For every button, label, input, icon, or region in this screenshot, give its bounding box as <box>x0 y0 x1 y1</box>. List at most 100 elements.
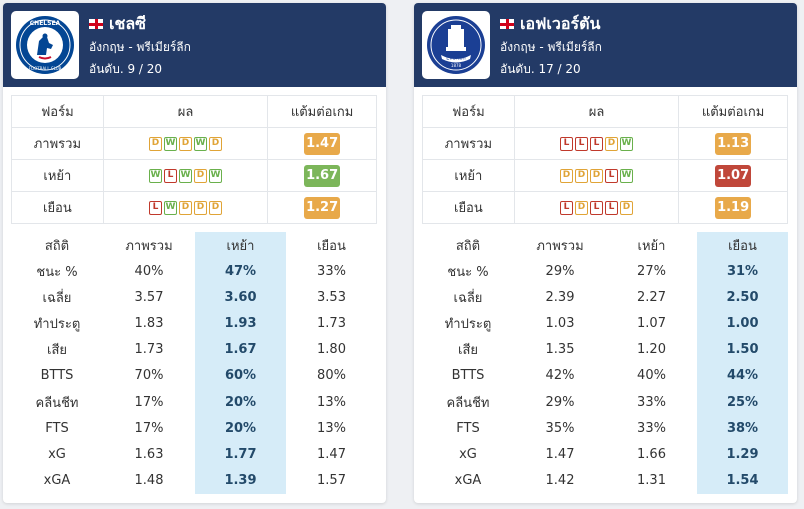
result-badge[interactable]: W <box>620 136 633 151</box>
team-name[interactable]: เอฟเวอร์ตัน <box>500 13 602 35</box>
stat-value: 1.50 <box>697 336 788 363</box>
stat-value: 27% <box>637 263 666 279</box>
result-badge[interactable]: L <box>590 200 603 215</box>
result-badge[interactable]: W <box>620 168 633 183</box>
team-rank: อันดับ. 17 / 20 <box>500 62 581 76</box>
stat-value: 60% <box>195 362 286 389</box>
stats-header-cell: เยือน <box>317 238 346 254</box>
form-table: ฟอร์ม ผล แต้มต่อเกม ภาพรวม L L L D W 1.13 เหย้า D D D… <box>422 95 788 224</box>
result-badge[interactable]: W <box>149 168 162 183</box>
svg-text:1878: 1878 <box>451 63 462 68</box>
england-flag-icon <box>89 19 103 29</box>
result-badge[interactable]: L <box>575 136 588 151</box>
result-badge[interactable]: D <box>179 136 192 151</box>
result-badge[interactable]: L <box>164 168 177 183</box>
stat-value: 1.00 <box>697 310 788 337</box>
stat-value: 1.39 <box>195 467 286 494</box>
result-badge[interactable]: W <box>209 168 222 183</box>
stats-row: เฉลี่ย 2.39 2.27 2.50 <box>422 284 788 311</box>
stat-value: 70% <box>134 368 164 384</box>
result-badge[interactable]: W <box>164 200 177 215</box>
form-row: เหย้า D D D L W 1.07 <box>422 159 788 192</box>
result-badge[interactable]: D <box>560 168 573 183</box>
stats-header-row: สถิติ ภาพรวม เหย้า เยือน <box>422 232 788 258</box>
form-row-label: เหย้า <box>422 159 515 192</box>
stat-value: 1.35 <box>545 342 575 358</box>
stat-value: 1.54 <box>697 467 788 494</box>
stat-label: ชนะ % <box>36 264 78 280</box>
stat-value: 47% <box>195 258 286 285</box>
stat-label: ทำประตู <box>444 316 492 332</box>
form-row: ภาพรวม L L L D W 1.13 <box>422 127 788 160</box>
stat-value: 31% <box>697 258 788 285</box>
result-badge[interactable]: L <box>560 136 573 151</box>
stat-value: 33% <box>637 394 666 410</box>
ppg-cell: 1.13 <box>678 127 788 160</box>
form-header-cell: แต้มต่อเกม <box>678 95 788 128</box>
result-badge[interactable]: W <box>179 168 192 183</box>
result-badge[interactable]: L <box>149 200 162 215</box>
stats-row: เฉลี่ย 3.57 3.60 3.53 <box>11 284 377 311</box>
stats-table: สถิติ ภาพรวม เหย้า เยือน ชนะ % 29% 27% 31% เฉลี่… <box>422 232 788 494</box>
stats-header-cell: เหย้า <box>637 238 666 254</box>
result-badge[interactable]: L <box>605 168 618 183</box>
form-row-label: ภาพรวม <box>422 127 515 160</box>
team-rank: อันดับ. 9 / 20 <box>89 62 163 76</box>
stat-value: 35% <box>545 420 575 436</box>
result-badge[interactable]: D <box>590 168 603 183</box>
result-badge[interactable]: W <box>194 136 207 151</box>
stat-value: 80% <box>317 368 346 384</box>
form-header-cell: ผล <box>513 95 680 128</box>
stat-value: 1.47 <box>317 446 346 462</box>
stats-row: คลีนชีท 29% 33% 25% <box>422 388 788 416</box>
team-name[interactable]: เชลซี <box>89 13 191 35</box>
result-badge[interactable]: D <box>575 200 588 215</box>
form-row-label: ภาพรวม <box>11 127 104 160</box>
form-header-row: ฟอร์ม ผล แต้มต่อเกม <box>11 95 377 128</box>
team-league: อังกฤษ - พรีเมียร์ลีก <box>500 40 602 54</box>
stat-value: 38% <box>697 415 788 442</box>
ppg-badge: 1.47 <box>304 132 341 155</box>
stat-value: 1.20 <box>637 342 666 358</box>
ppg-cell: 1.07 <box>678 159 788 192</box>
stat-value: 40% <box>134 263 164 279</box>
stats-header-row: สถิติ ภาพรวม เหย้า เยือน <box>11 232 377 258</box>
result-badge[interactable]: D <box>194 200 207 215</box>
team-league: อังกฤษ - พรีเมียร์ลีก <box>89 40 191 54</box>
everton-crest-icon: Everton 1878 <box>422 11 490 79</box>
result-badge[interactable]: D <box>209 136 222 151</box>
stat-label: BTTS <box>40 368 74 384</box>
stat-label: ทำประตู <box>33 316 81 332</box>
form-row: ภาพรวม D W D W D 1.47 <box>11 127 377 160</box>
stats-header-cell: เหย้า <box>195 232 286 258</box>
stat-label: FTS <box>456 420 480 436</box>
stat-value: 33% <box>317 263 346 279</box>
stats-header-cell: ภาพรวม <box>536 238 584 254</box>
ppg-badge: 1.67 <box>304 164 341 187</box>
stat-value: 13% <box>317 420 346 436</box>
result-badge[interactable]: L <box>590 136 603 151</box>
stats-row: xGA 1.42 1.31 1.54 <box>422 467 788 494</box>
ppg-cell: 1.47 <box>267 127 377 160</box>
stat-value: 1.48 <box>134 473 164 489</box>
stats-row: คลีนชีท 17% 20% 13% <box>11 388 377 416</box>
england-flag-icon <box>500 19 514 29</box>
result-badge[interactable]: D <box>575 168 588 183</box>
result-badge[interactable]: W <box>164 136 177 151</box>
result-badge[interactable]: D <box>605 136 618 151</box>
result-badge[interactable]: D <box>620 200 633 215</box>
stat-label: เสีย <box>47 343 67 359</box>
result-badge[interactable]: D <box>209 200 222 215</box>
ppg-badge: 1.27 <box>304 196 341 219</box>
stat-value: 1.93 <box>195 310 286 337</box>
result-badge[interactable]: D <box>149 136 162 151</box>
stat-value: 1.07 <box>637 315 666 331</box>
result-badge[interactable]: L <box>605 200 618 215</box>
result-badge[interactable]: D <box>194 168 207 183</box>
stat-label: xGA <box>43 473 71 489</box>
result-badge[interactable]: D <box>179 200 192 215</box>
stat-value: 1.47 <box>545 446 575 462</box>
result-badge[interactable]: L <box>560 200 573 215</box>
